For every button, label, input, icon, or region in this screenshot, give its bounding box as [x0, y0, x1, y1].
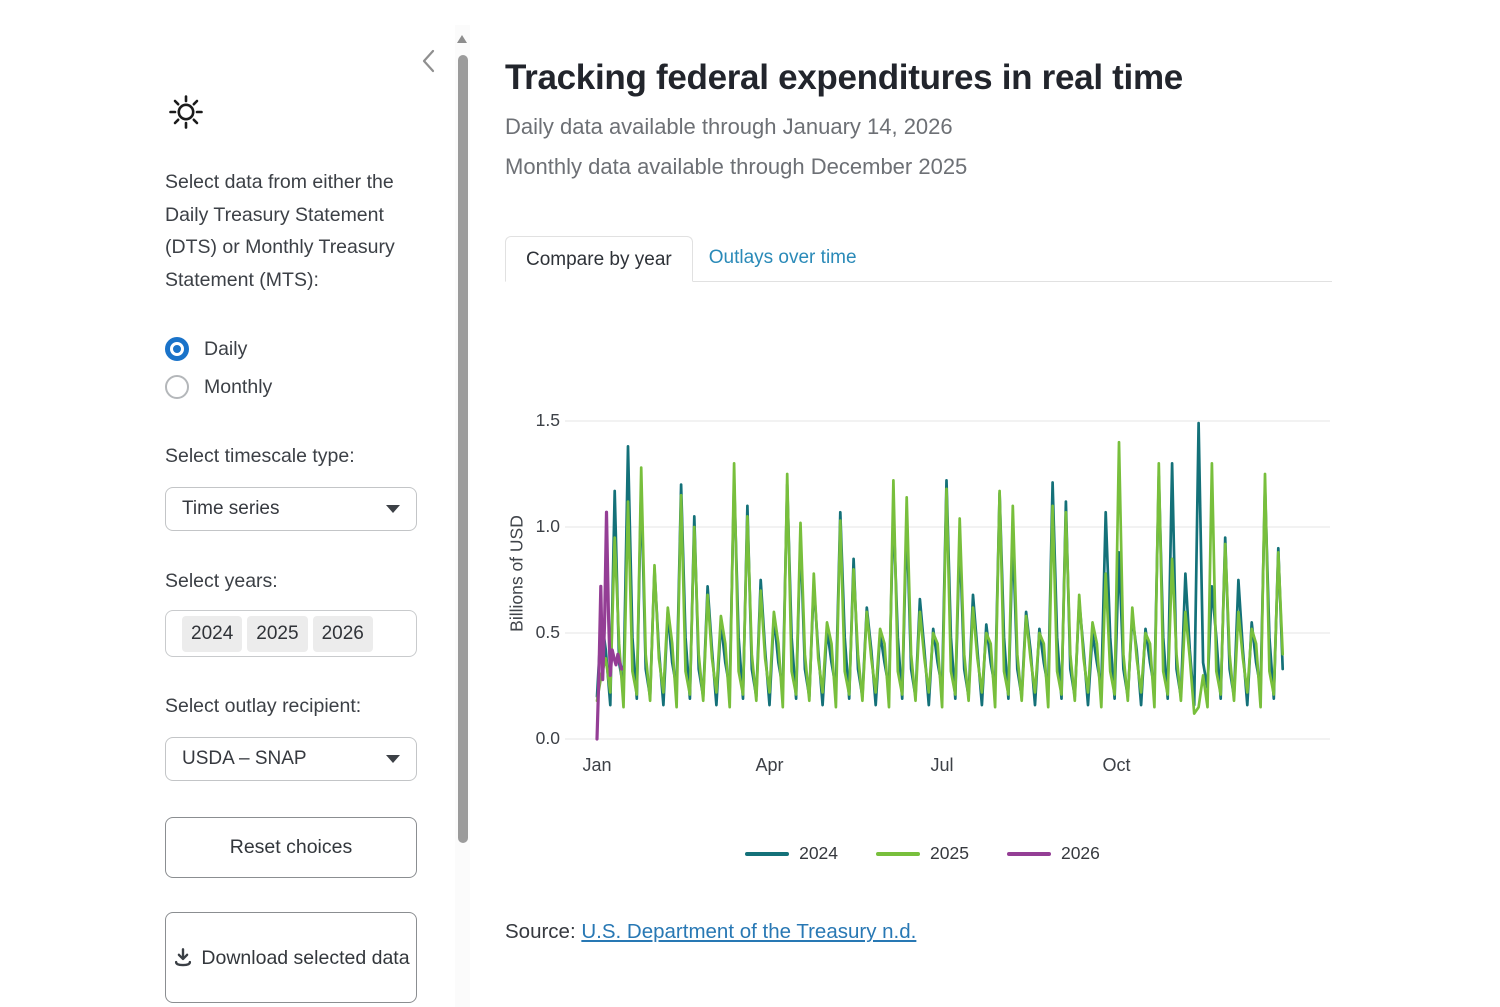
- tab-compare-by-year[interactable]: Compare by year: [505, 236, 693, 282]
- y-axis-label: Billions of USD: [506, 515, 527, 632]
- recipient-select[interactable]: USDA – SNAP: [165, 737, 417, 781]
- y-tick-0.0: 0.0: [535, 728, 560, 748]
- y-tick-1.5: 1.5: [535, 410, 560, 430]
- x-tick-Oct: Oct: [1102, 755, 1131, 775]
- series-line-2025: [595, 440, 1285, 715]
- caret-down-icon: [386, 755, 400, 763]
- download-icon: [175, 947, 192, 966]
- chart-legend: 2024 2025 2026: [505, 843, 1340, 864]
- radio-daily-label: Daily: [204, 337, 248, 360]
- series-line-2026: [595, 510, 624, 741]
- statement-select-intro: Select data from either the Daily Treasu…: [165, 171, 395, 291]
- caret-down-icon: [386, 505, 400, 513]
- tab-outlays-over-time[interactable]: Outlays over time: [708, 247, 857, 268]
- x-tick-Apr: Apr: [755, 755, 784, 775]
- legend-swatch-2024: [745, 851, 790, 856]
- chart-tabbar: Compare by year Outlays over time: [505, 235, 1332, 282]
- chevron-left-icon[interactable]: [420, 48, 438, 74]
- y-tick-0.5: 0.5: [535, 622, 560, 642]
- download-data-button[interactable]: Download selected data: [165, 912, 417, 1003]
- legend-item-2025: 2025: [876, 843, 969, 864]
- scroll-up-icon[interactable]: [457, 35, 467, 43]
- reset-choices-label: Reset choices: [229, 836, 353, 858]
- year-chip-2025[interactable]: 2025: [247, 615, 308, 652]
- legend-swatch-2025: [876, 851, 921, 856]
- radio-daily-circle[interactable]: [165, 337, 189, 361]
- source-line: Source: U.S. Department of the Treasury …: [505, 920, 916, 944]
- y-tick-1.0: 1.0: [535, 516, 560, 536]
- timescale-select[interactable]: Time series: [165, 487, 417, 531]
- x-tick-Jan: Jan: [582, 755, 612, 775]
- years-label: Select years:: [165, 570, 278, 592]
- radio-monthly-circle[interactable]: [165, 375, 189, 399]
- timescale-label: Select timescale type:: [165, 445, 355, 467]
- year-chip-2024[interactable]: 2024: [182, 615, 243, 652]
- page-title: Tracking federal expenditures in real ti…: [505, 58, 1183, 97]
- source-link[interactable]: U.S. Department of the Treasury n.d.: [581, 920, 917, 943]
- recipient-label: Select outlay recipient:: [165, 695, 362, 717]
- reset-choices-button[interactable]: Reset choices: [165, 817, 417, 878]
- sidebar-scrollbar[interactable]: [455, 25, 470, 1007]
- expenditures-line-chart: [565, 420, 1330, 741]
- recipient-select-value: USDA – SNAP: [182, 748, 307, 769]
- subtitle-daily: Daily data available through January 14,…: [505, 114, 953, 139]
- legend-label-2026: 2026: [1060, 843, 1100, 863]
- timescale-select-value: Time series: [182, 498, 280, 519]
- years-multiselect[interactable]: 2024 2025 2026: [165, 610, 417, 657]
- scrollbar-thumb[interactable]: [457, 55, 468, 843]
- year-chip-2026[interactable]: 2026: [312, 615, 373, 652]
- legend-item-2026: 2026: [1006, 843, 1100, 864]
- x-tick-Jul: Jul: [930, 755, 954, 775]
- legend-swatch-2026: [1006, 851, 1051, 856]
- download-label: Download selected data: [201, 946, 410, 969]
- sun-icon: [169, 95, 203, 129]
- legend-item-2024: 2024: [745, 843, 838, 864]
- subtitle-monthly: Monthly data available through December …: [505, 154, 968, 179]
- radio-daily[interactable]: Daily: [165, 335, 247, 363]
- radio-monthly[interactable]: Monthly: [165, 373, 272, 401]
- source-prefix: Source:: [505, 920, 582, 943]
- legend-label-2024: 2024: [799, 843, 839, 863]
- legend-label-2025: 2025: [930, 843, 969, 863]
- radio-monthly-label: Monthly: [204, 375, 273, 398]
